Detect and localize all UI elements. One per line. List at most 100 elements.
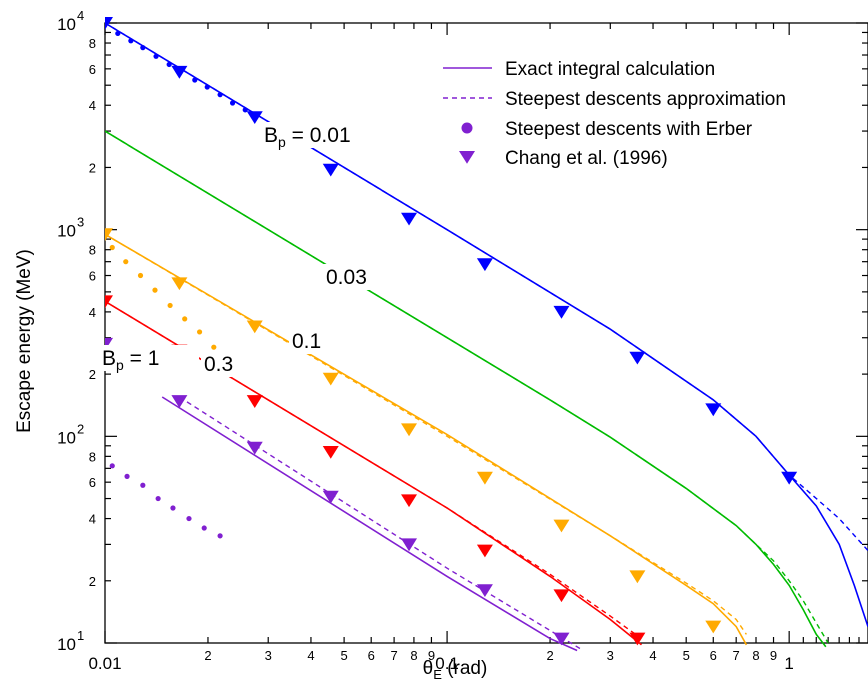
- chang-marker-bp-03: [105, 295, 113, 309]
- y-tick-exponent: 1: [77, 628, 84, 643]
- series-bp-01: [105, 228, 748, 646]
- erber-point-bp-1: [155, 495, 161, 502]
- erber-point-bp-1: [140, 482, 146, 488]
- curve-label-bp003: 0.03: [326, 266, 367, 289]
- erber-point-bp-001: [166, 61, 172, 68]
- chang-marker-bp-1: [476, 584, 493, 598]
- chang-marker-bp-001: [246, 111, 263, 125]
- chang-marker-bp-001: [401, 212, 418, 226]
- y-tick-label: 6: [89, 269, 96, 284]
- x-tick-label: 9: [770, 648, 777, 663]
- chang-marker-bp-01: [705, 620, 722, 634]
- chang-marker-bp-03: [322, 445, 339, 459]
- chang-marker-bp-001: [705, 403, 722, 417]
- erber-point-bp-01: [109, 244, 115, 251]
- chang-marker-bp-1: [105, 337, 113, 351]
- x-tick-label: 0.1: [435, 654, 459, 673]
- exact-line-bp-01: [105, 233, 748, 646]
- x-tick-label: 2: [546, 648, 553, 663]
- y-tick-label: 6: [89, 62, 96, 77]
- y-tick-exponent: 3: [77, 215, 84, 230]
- x-tick-label: 5: [683, 648, 690, 663]
- approx-line-bp-003: [105, 130, 829, 644]
- y-tick-label: 10: [57, 635, 76, 654]
- legend-swatch-triangle: [459, 151, 475, 164]
- plot-border: [104, 22, 868, 644]
- chang-marker-bp-01: [322, 372, 339, 386]
- chang-marker-bp-01: [105, 228, 113, 242]
- annotation-bg: [201, 351, 249, 377]
- chang-marker-bp-01: [629, 570, 646, 584]
- y-tick-label: 4: [89, 98, 96, 113]
- y-tick-label: 2: [89, 574, 96, 589]
- y-tick-label: 8: [89, 449, 96, 464]
- annotation-bg: [323, 264, 371, 290]
- erber-point-bp-01: [182, 316, 188, 322]
- x-tick-label: 8: [410, 648, 417, 663]
- curve-annotations: Bp = 0.01 0.03 0.1 0.3 Bp = 1: [99, 122, 371, 377]
- x-tick-label: 7: [390, 648, 397, 663]
- annotation-bg: [289, 328, 337, 354]
- chang-marker-bp-1: [401, 538, 418, 552]
- chang-marker-bp-01: [476, 471, 493, 485]
- annotation-bg: [261, 122, 361, 148]
- annotation-bg: [99, 345, 199, 371]
- approx-line-bp-1: [179, 396, 584, 652]
- erber-point-bp-001: [204, 84, 210, 90]
- x-tick-label: 3: [265, 648, 272, 663]
- erber-point-bp-1: [170, 505, 176, 511]
- chang-marker-bp-1: [171, 395, 188, 408]
- curve-label-bp001: Bp = 0.01: [264, 124, 351, 150]
- exact-line-bp-001: [105, 22, 868, 627]
- approx-line-bp-03: [105, 300, 642, 640]
- chang-marker-bp-01: [401, 423, 418, 437]
- chang-marker-bp-001: [553, 305, 570, 319]
- erber-point-bp-01: [123, 259, 129, 265]
- y-tick-label: 4: [89, 512, 96, 527]
- chang-marker-bp-1: [553, 632, 570, 646]
- legend-label: Chang et al. (1996): [505, 148, 668, 169]
- y-tick-label: 8: [89, 36, 96, 51]
- chang-marker-bp-03: [476, 544, 493, 558]
- approx-line-bp-01: [105, 233, 747, 635]
- chang-marker-bp-001: [105, 17, 113, 30]
- erber-point-bp-1: [186, 515, 192, 522]
- erber-point-bp-001: [229, 100, 236, 106]
- exact-line-bp-003: [105, 130, 827, 648]
- exact-line-bp-03: [105, 300, 643, 646]
- series-bp-003: [105, 130, 829, 648]
- legend-label: Steepest descents with Erber: [505, 119, 753, 140]
- erber-point-bp-1: [109, 463, 115, 469]
- erber-point-bp-1: [217, 533, 223, 539]
- y-tick-label: 10: [57, 222, 76, 241]
- x-tick-label: 0.01: [88, 654, 121, 673]
- curve-label-bp1: Bp = 1: [102, 347, 159, 373]
- x-axis-title-subscript: E: [433, 667, 442, 682]
- chang-marker-bp-001: [476, 258, 493, 272]
- chang-marker-bp-01: [246, 320, 263, 334]
- chang-marker-bp-01: [171, 277, 188, 291]
- x-tick-label: 4: [307, 648, 314, 663]
- y-tick-label: 4: [89, 305, 96, 320]
- y-tick-exponent: 4: [77, 8, 84, 23]
- erber-point-bp-001: [115, 30, 121, 37]
- series-clipped: [105, 17, 868, 652]
- erber-point-bp-001: [242, 107, 248, 113]
- y-tick-label: 8: [89, 243, 96, 258]
- x-tick-label: 7: [733, 648, 740, 663]
- chang-marker-bp-01: [553, 519, 570, 533]
- exact-line-bp-1: [161, 396, 578, 652]
- series-bp-1: [105, 337, 584, 652]
- chang-marker-bp-001: [629, 351, 646, 365]
- curve-label-bp03: 0.3: [204, 353, 233, 376]
- chang-marker-bp-03: [553, 589, 570, 603]
- erber-point-bp-01: [211, 344, 217, 350]
- y-tick-exponent: 2: [77, 421, 84, 436]
- legend-label: Steepest descents approximation: [505, 89, 786, 110]
- legend: Exact integral calculation Steepest desce…: [443, 59, 786, 169]
- y-tick-label: 10: [57, 428, 76, 447]
- erber-point-bp-001: [153, 53, 159, 59]
- erber-point-bp-001: [140, 45, 146, 51]
